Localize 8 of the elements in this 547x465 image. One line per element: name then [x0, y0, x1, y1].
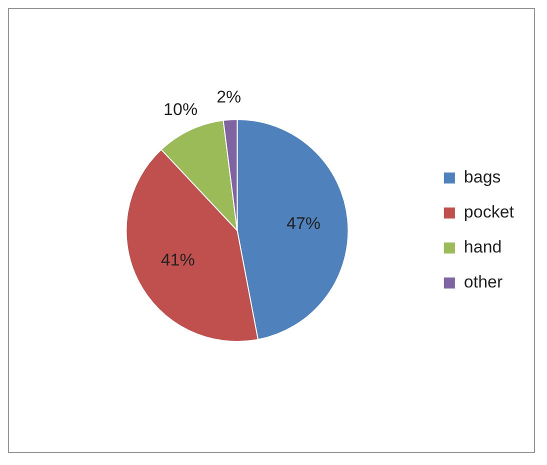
data-label: 2% — [216, 87, 242, 106]
data-label: 41% — [160, 250, 195, 270]
data-label: 47% — [286, 214, 321, 233]
legend-label: pocket — [464, 202, 514, 222]
legend-label: hand — [464, 238, 502, 257]
legend-label: bags — [464, 168, 501, 187]
data-label: 10% — [164, 100, 198, 119]
legend-label: other — [464, 272, 503, 292]
